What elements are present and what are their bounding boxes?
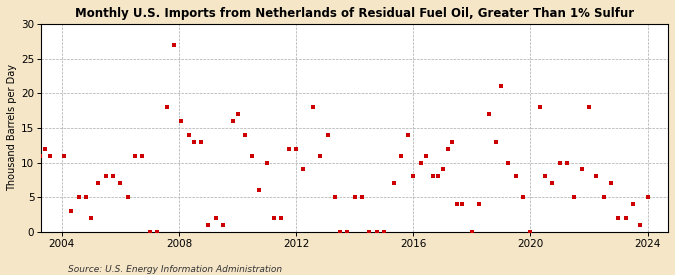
Point (240, 133, 250, 137)
Point (329, 195, 340, 199)
Point (379, 230, 389, 234)
Point (525, 230, 536, 234)
Point (269, 216, 279, 220)
Point (442, 147, 453, 151)
Point (188, 139, 199, 144)
Point (364, 230, 375, 234)
Point (432, 174, 443, 178)
Point (408, 174, 418, 178)
Point (176, 119, 187, 123)
Point (298, 167, 309, 172)
Point (349, 195, 360, 199)
Point (576, 167, 587, 172)
Point (491, 139, 502, 144)
Point (34, 153, 45, 158)
Point (396, 153, 406, 158)
Point (518, 195, 529, 199)
Point (554, 160, 565, 165)
Point (591, 174, 601, 178)
Point (388, 181, 399, 186)
Point (101, 174, 111, 178)
Point (535, 105, 545, 109)
Point (474, 202, 485, 206)
Point (39, 147, 50, 151)
Point (308, 105, 319, 109)
Point (613, 216, 624, 220)
Point (169, 42, 180, 47)
Point (628, 202, 639, 206)
Point (59, 153, 70, 158)
Point (261, 160, 272, 165)
Point (115, 181, 126, 186)
Point (161, 105, 172, 109)
Point (183, 133, 194, 137)
Y-axis label: Thousand Barrels per Day: Thousand Barrels per Day (7, 64, 17, 191)
Point (510, 174, 521, 178)
Point (130, 153, 140, 158)
Point (457, 202, 468, 206)
Point (483, 112, 494, 116)
Point (415, 160, 426, 165)
Point (452, 202, 462, 206)
Point (503, 160, 514, 165)
Title: Monthly U.S. Imports from Netherlands of Residual Fuel Oil, Greater Than 1% Sulf: Monthly U.S. Imports from Netherlands of… (75, 7, 634, 20)
Point (403, 133, 414, 137)
Point (196, 139, 207, 144)
Point (203, 223, 214, 227)
Point (342, 230, 353, 234)
Text: Source: U.S. Energy Information Administration: Source: U.S. Energy Information Administ… (68, 265, 281, 274)
Point (584, 105, 595, 109)
Point (74, 195, 84, 199)
Point (598, 195, 609, 199)
Point (66, 209, 77, 213)
Point (291, 147, 302, 151)
Point (254, 188, 265, 192)
Point (152, 230, 163, 234)
Point (86, 216, 97, 220)
Point (371, 230, 382, 234)
Point (122, 195, 133, 199)
Point (356, 195, 367, 199)
Point (642, 195, 653, 199)
Point (276, 216, 287, 220)
Point (605, 181, 616, 186)
Point (323, 133, 333, 137)
Point (569, 195, 580, 199)
Point (437, 167, 448, 172)
Point (227, 119, 238, 123)
Point (495, 84, 506, 89)
Point (232, 112, 243, 116)
Point (562, 160, 572, 165)
Point (93, 181, 104, 186)
Point (210, 216, 221, 220)
Point (107, 174, 118, 178)
Point (420, 153, 431, 158)
Point (466, 230, 477, 234)
Point (81, 195, 92, 199)
Point (44, 153, 55, 158)
Point (539, 174, 550, 178)
Point (247, 153, 258, 158)
Point (335, 230, 346, 234)
Point (137, 153, 148, 158)
Point (427, 174, 438, 178)
Point (634, 223, 645, 227)
Point (217, 223, 228, 227)
Point (620, 216, 631, 220)
Point (144, 230, 155, 234)
Point (447, 139, 458, 144)
Point (315, 153, 326, 158)
Point (547, 181, 558, 186)
Point (284, 147, 294, 151)
